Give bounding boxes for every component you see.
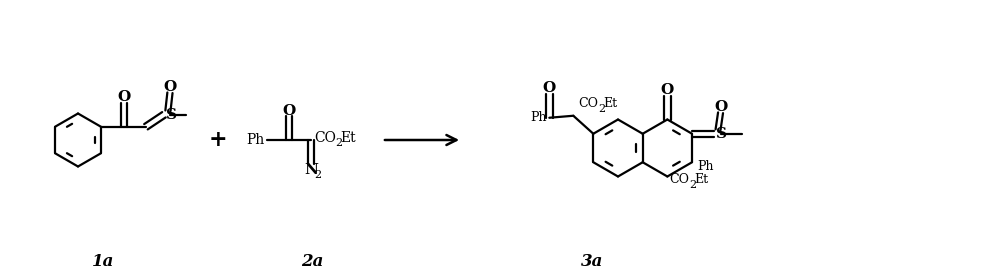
Text: O: O [117, 90, 131, 104]
Text: 2: 2 [314, 170, 321, 180]
Text: 2: 2 [336, 138, 343, 148]
Text: Et: Et [603, 97, 617, 110]
Text: Et: Et [694, 173, 708, 186]
Text: CO: CO [578, 97, 598, 110]
Text: 2: 2 [689, 180, 696, 190]
Text: 2a: 2a [301, 252, 323, 269]
Text: S: S [716, 127, 727, 141]
Text: CO: CO [669, 173, 689, 186]
Text: O: O [282, 103, 296, 118]
Text: Et: Et [340, 131, 356, 145]
Text: +: + [209, 129, 227, 151]
Text: S: S [166, 108, 177, 122]
Text: O: O [163, 80, 177, 94]
Text: CO: CO [314, 131, 336, 145]
Text: Ph: Ph [530, 111, 546, 124]
Text: N: N [304, 163, 318, 177]
Text: 3a: 3a [581, 252, 603, 269]
Text: Ph: Ph [247, 133, 265, 147]
Text: O: O [543, 81, 556, 95]
Text: 1a: 1a [92, 252, 114, 269]
Text: O: O [714, 100, 727, 114]
Text: Ph: Ph [697, 160, 714, 173]
Text: O: O [661, 83, 674, 97]
Text: 2: 2 [598, 104, 605, 114]
